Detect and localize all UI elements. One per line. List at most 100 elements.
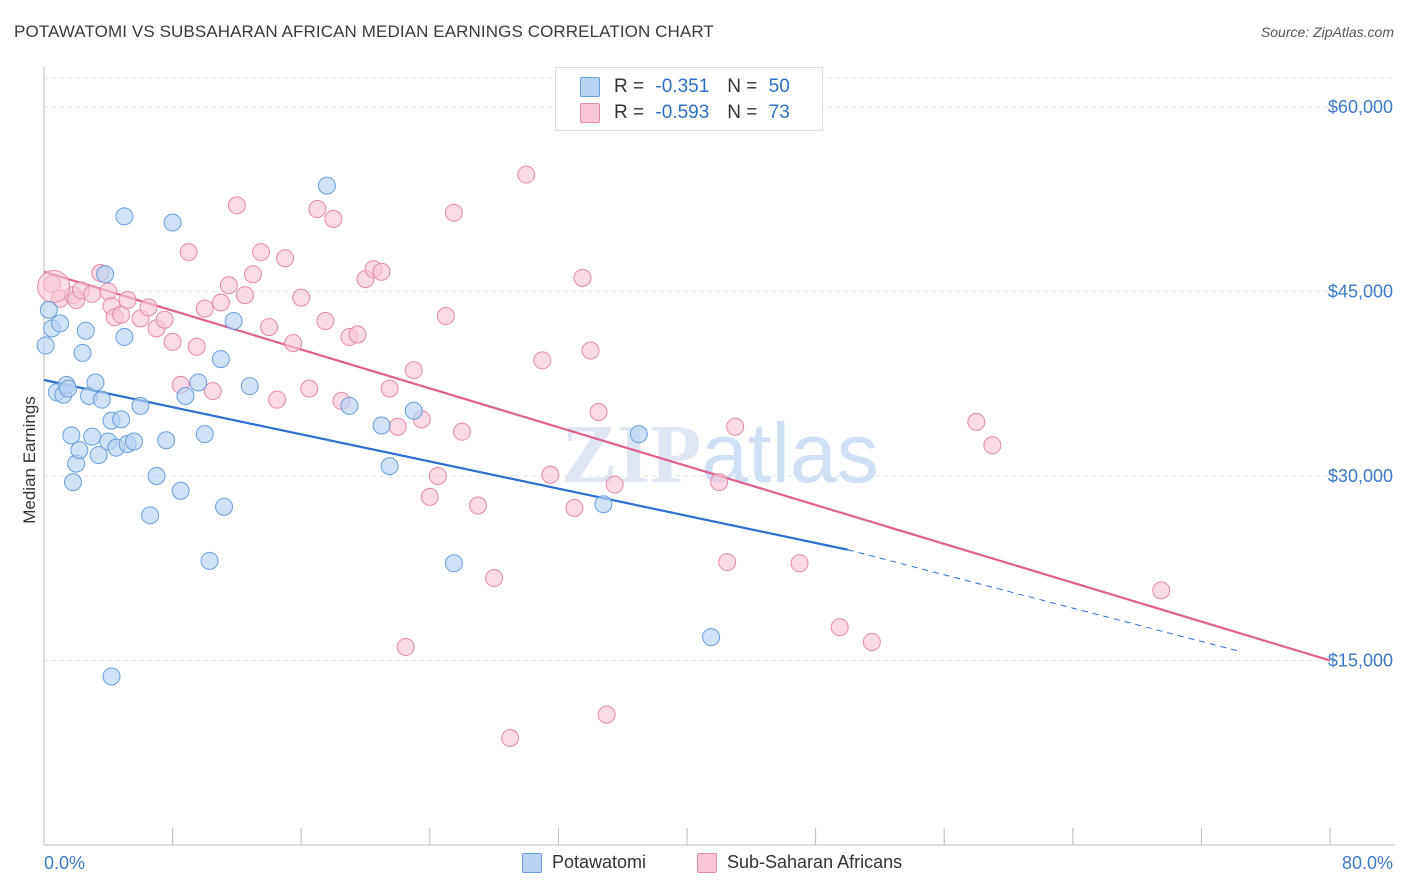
point-potawatomi: [92, 390, 111, 409]
point-sub-saharan: [983, 436, 1002, 455]
y-tick-label: $60,000: [1328, 97, 1393, 117]
legend-n-label: N =: [727, 76, 758, 97]
trend-line-potawatomi-extension: [847, 549, 1242, 653]
point-sub-saharan: [348, 325, 367, 344]
point-sub-saharan: [83, 284, 102, 303]
source-label: Source: ZipAtlas.com: [1260, 24, 1394, 40]
point-sub-saharan: [211, 293, 230, 312]
point-potawatomi: [215, 497, 234, 516]
point-potawatomi: [702, 628, 721, 647]
point-sub-saharan: [284, 334, 303, 353]
point-sub-saharan: [830, 618, 849, 637]
legend-n-label: N =: [727, 102, 758, 123]
watermark-zip: ZIP: [561, 408, 701, 501]
point-sub-saharan: [163, 332, 182, 351]
gridlines: [44, 77, 1395, 661]
point-sub-saharan: [605, 475, 624, 494]
point-potawatomi: [62, 426, 81, 445]
point-potawatomi: [404, 401, 423, 420]
y-axis-label: Median Earnings: [20, 396, 39, 524]
point-potawatomi: [76, 321, 95, 340]
point-sub-saharan: [219, 276, 238, 295]
point-potawatomi: [115, 327, 134, 346]
point-sub-saharan: [581, 341, 600, 360]
x-tick-label-max: 80.0%: [1342, 853, 1393, 873]
point-potawatomi: [211, 350, 230, 369]
trend-lines: [43, 270, 1331, 662]
point-sub-saharan: [573, 268, 592, 287]
point-sub-saharan: [316, 311, 335, 330]
point-sub-saharan: [436, 307, 455, 326]
point-potawatomi: [340, 396, 359, 415]
point-sub-saharan: [260, 318, 279, 337]
point-potawatomi: [224, 311, 243, 330]
point-potawatomi: [73, 343, 92, 362]
point-sub-saharan-cluster: [37, 270, 71, 304]
point-sub-saharan: [565, 498, 584, 517]
point-sub-saharan: [276, 249, 295, 268]
legend-r-label: R =: [614, 76, 645, 97]
point-sub-saharan: [726, 417, 745, 436]
point-potawatomi: [147, 466, 166, 485]
point-potawatomi: [83, 427, 102, 446]
point-potawatomi: [63, 473, 82, 492]
point-sub-saharan: [292, 288, 311, 307]
point-sub-saharan: [1152, 581, 1171, 600]
bottom-legend-label: Potawatomi: [552, 852, 647, 872]
point-sub-saharan: [300, 379, 319, 398]
point-sub-saharan: [252, 243, 271, 262]
point-sub-saharan: [187, 337, 206, 356]
points-sub-saharan-africans: [37, 165, 1171, 747]
point-potawatomi: [86, 373, 105, 392]
point-sub-saharan: [517, 165, 536, 184]
point-sub-saharan: [227, 196, 246, 215]
point-sub-saharan: [420, 487, 439, 506]
point-potawatomi: [171, 481, 190, 500]
point-sub-saharan: [485, 569, 504, 588]
point-potawatomi: [125, 432, 144, 451]
point-potawatomi: [317, 176, 336, 195]
point-potawatomi: [200, 551, 219, 570]
legend-r-value: -0.593: [655, 102, 710, 123]
point-sub-saharan: [268, 390, 287, 409]
point-sub-saharan: [203, 382, 222, 401]
point-sub-saharan: [597, 705, 616, 724]
point-potawatomi: [59, 379, 78, 398]
point-potawatomi: [39, 300, 58, 319]
point-sub-saharan: [710, 473, 729, 492]
point-sub-saharan: [452, 422, 471, 441]
legend-row-potawatomi: R = -0.351 N = 50: [580, 75, 790, 99]
point-sub-saharan: [195, 299, 214, 318]
point-sub-saharan: [501, 728, 520, 747]
correlation-legend: R = -0.351 N = 50 R = -0.593 N = 73: [555, 67, 823, 131]
point-potawatomi: [176, 386, 195, 405]
point-potawatomi: [89, 446, 108, 465]
point-sub-saharan: [324, 209, 343, 228]
point-sub-saharan: [380, 379, 399, 398]
point-sub-saharan: [118, 291, 137, 310]
point-potawatomi: [115, 207, 134, 226]
point-potawatomi: [36, 336, 55, 355]
point-sub-saharan: [308, 200, 327, 219]
point-potawatomi: [372, 416, 391, 435]
point-sub-saharan: [444, 203, 463, 222]
chart-title: POTAWATOMI VS SUBSAHARAN AFRICAN MEDIAN …: [14, 22, 714, 41]
point-potawatomi: [444, 554, 463, 573]
point-potawatomi: [70, 441, 89, 460]
point-potawatomi: [240, 377, 259, 396]
legend-r-value: -0.351: [655, 76, 710, 97]
point-sub-saharan: [533, 351, 552, 370]
point-sub-saharan: [179, 243, 198, 262]
points-potawatomi: [36, 176, 721, 686]
y-tick-label: $15,000: [1328, 650, 1393, 670]
point-sub-saharan: [790, 554, 809, 573]
bottom-legend-swatch-blue: [522, 852, 542, 873]
legend-n-value: 73: [768, 102, 790, 123]
point-sub-saharan: [469, 496, 488, 515]
point-sub-saharan: [243, 265, 262, 284]
point-potawatomi: [141, 506, 160, 525]
tick-labels: $15,000 $30,000 $45,000 $60,000 0.0% 80.0%: [44, 97, 1393, 873]
point-potawatomi: [131, 396, 150, 415]
point-sub-saharan: [372, 262, 391, 281]
